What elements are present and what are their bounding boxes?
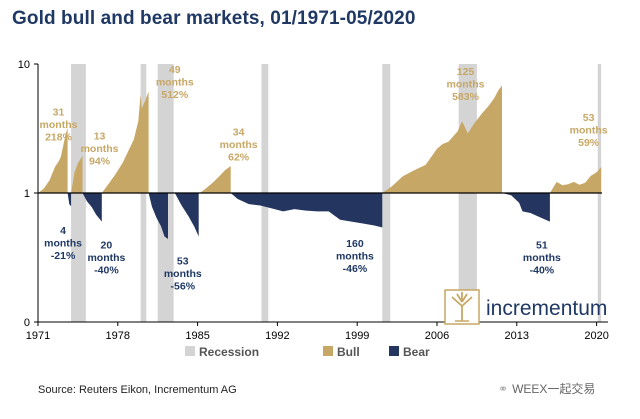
phase-layer <box>38 85 602 239</box>
x-tick-label: 2013 <box>505 330 529 342</box>
watermark: ⚭ WEEX一起交易 <box>498 380 595 397</box>
watermark-text: WEEX一起交易 <box>512 382 596 396</box>
x-tick-label: 1971 <box>26 330 50 342</box>
bull-annotation: 53 months 59% <box>570 112 608 149</box>
x-tick-label: 1992 <box>265 330 289 342</box>
bear-annotation: 20 months -40% <box>87 240 125 277</box>
legend-swatch-recession <box>185 346 195 356</box>
legend-swatch-bull <box>323 346 333 356</box>
y-tick-label: 10 <box>18 59 30 71</box>
bull-annotation: 13 months 94% <box>81 130 119 167</box>
legend-label-recession: Recession <box>199 345 259 359</box>
y-tick-label: 0 <box>24 317 30 329</box>
bear-phase-area <box>174 193 199 237</box>
bull-annotation: 31 months 218% <box>40 106 78 143</box>
bull-phase-area <box>71 155 83 193</box>
bull-phase-area <box>38 127 68 193</box>
bull-phase-area <box>549 167 602 193</box>
bear-phase-area <box>67 193 72 207</box>
annotation-layer: 31 months 218% 4 months -21% 13 months 94% 20 mont… <box>40 64 608 292</box>
page-title: Gold bull and bear markets, 01/1971-05/2… <box>12 8 416 29</box>
x-tick-label: 1978 <box>106 330 130 342</box>
bull-annotation: 49 months 512% <box>156 64 194 101</box>
legend-label-bull: Bull <box>337 345 360 359</box>
y-tick-label: 1 <box>24 188 30 200</box>
x-tick-label: 2006 <box>425 330 449 342</box>
x-tick-label: 2020 <box>584 330 608 342</box>
incrementum-logo: incrementum <box>444 289 607 325</box>
bull-annotation: 125 months 583% <box>447 66 485 103</box>
bull-annotation: 34 months 62% <box>220 126 258 163</box>
legend-label-bear: Bear <box>403 345 430 359</box>
logo-text: incrementum <box>486 297 607 320</box>
x-tick-label: 1985 <box>185 330 209 342</box>
bear-annotation: 53 months -56% <box>164 255 202 292</box>
bear-annotation: 4 months -21% <box>44 225 82 262</box>
legend-swatch-bear <box>389 346 399 356</box>
bear-annotation: 160 months -46% <box>336 238 374 275</box>
bull-phase-area <box>382 85 502 193</box>
wechat-icon: ⚭ <box>498 382 509 396</box>
bull-phase-area <box>199 166 231 193</box>
tree-icon <box>444 289 480 325</box>
bull-phase-area <box>101 91 149 193</box>
bear-annotation: 51 months -40% <box>523 240 561 277</box>
bear-phase-area <box>148 193 168 239</box>
bear-phase-area <box>82 193 102 222</box>
bear-phase-area <box>502 193 550 222</box>
bear-phase-area <box>230 193 383 228</box>
source-note: Source: Reuters Eikon, Incrementum AG <box>38 384 237 396</box>
legend: Recession Bull Bear <box>185 345 430 359</box>
x-tick-label: 1999 <box>345 330 369 342</box>
